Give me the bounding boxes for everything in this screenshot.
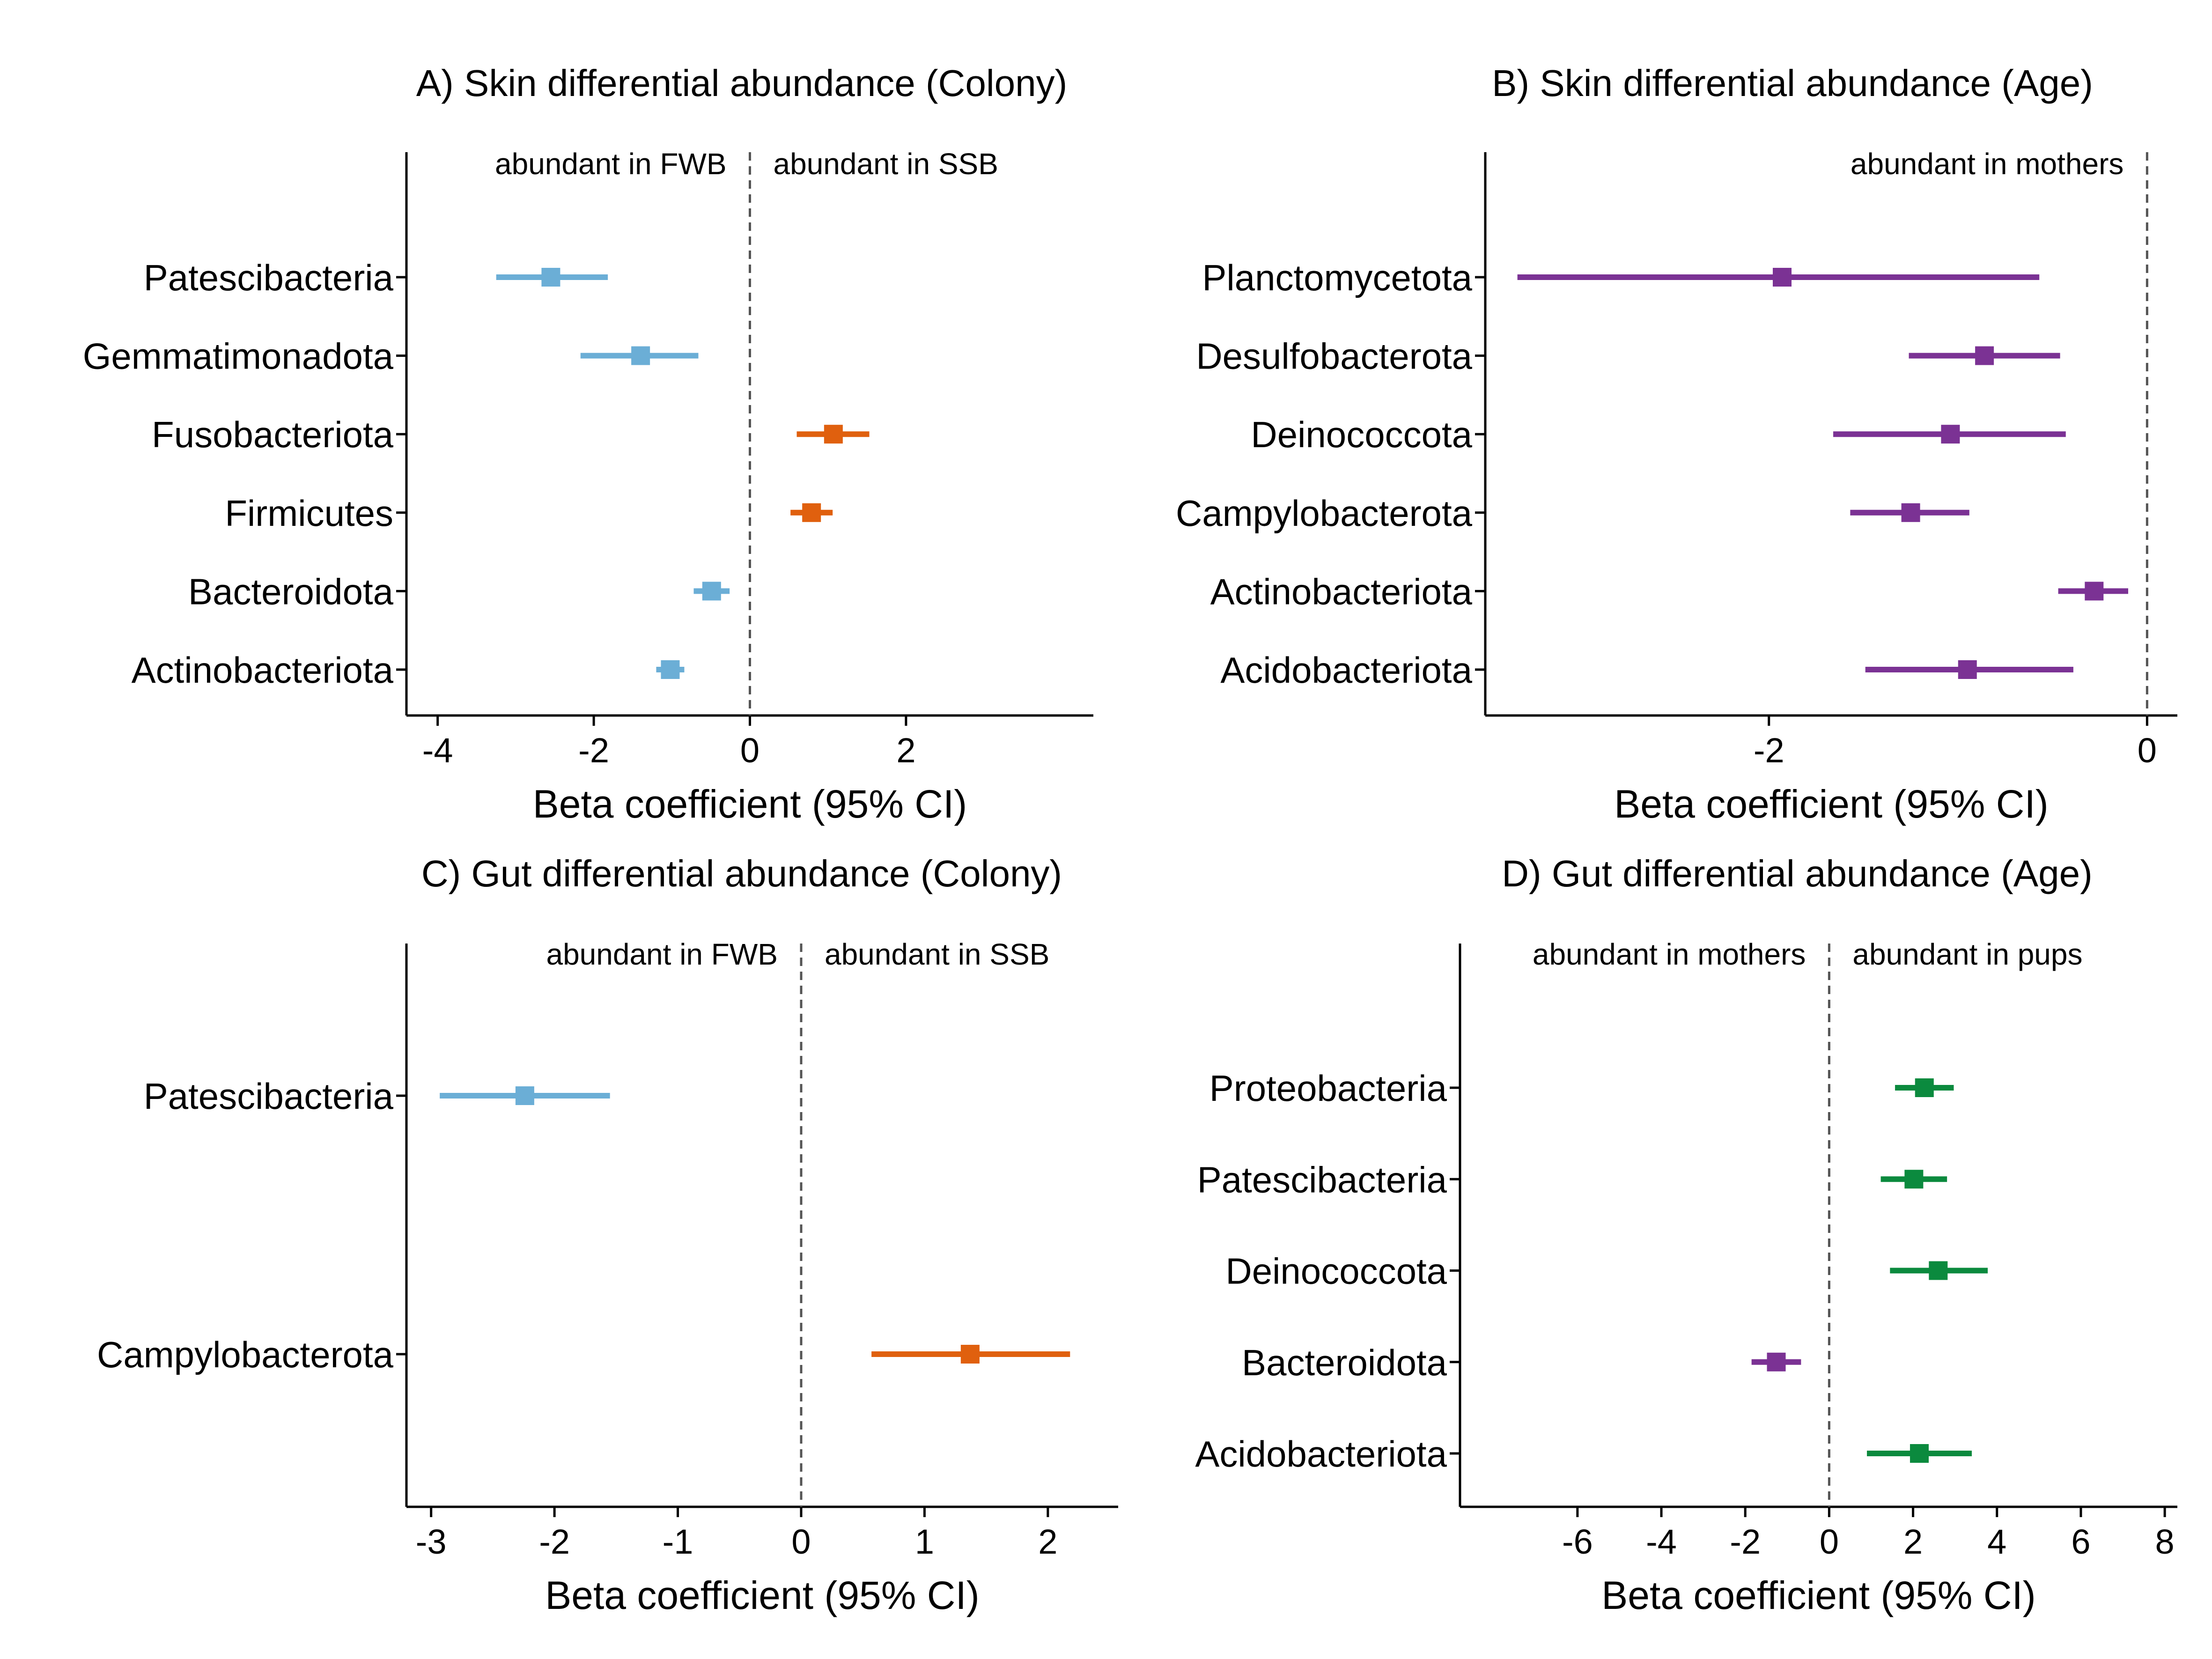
annotation-left: abundant in mothers <box>1851 147 2124 181</box>
annotation-left: abundant in mothers <box>1533 937 1806 971</box>
panel-title: B) Skin differential abundance (Age) <box>1492 62 2093 104</box>
estimate-point <box>1915 1078 1934 1097</box>
x-tick-label: -2 <box>1754 731 1784 770</box>
panel-title: A) Skin differential abundance (Colony) <box>416 62 1067 104</box>
y-tick-label: Desulfobacterota <box>1196 336 1472 377</box>
x-tick-label: -1 <box>663 1522 693 1561</box>
y-tick-label: Firmicutes <box>225 493 393 534</box>
estimate-point <box>2085 582 2104 601</box>
x-tick-label: 2 <box>896 731 915 770</box>
panel-title: C) Gut differential abundance (Colony) <box>421 853 1062 894</box>
estimate-point <box>515 1086 534 1105</box>
estimate-point <box>1767 1352 1786 1371</box>
x-tick-label: 0 <box>791 1522 811 1561</box>
x-tick-label: -4 <box>1646 1522 1677 1561</box>
y-tick-label: Actinobacteriota <box>132 649 394 691</box>
estimate-point <box>541 268 560 287</box>
y-tick-label: Campylobacterota <box>97 1334 394 1375</box>
annotation-left: abundant in FWB <box>546 937 778 971</box>
estimate-point <box>1773 268 1792 287</box>
x-tick-label: 0 <box>2138 731 2157 770</box>
y-tick-label: Patescibacteria <box>1197 1159 1447 1200</box>
estimate-point <box>661 660 680 679</box>
y-tick-label: Acidobacteriota <box>1220 649 1472 691</box>
y-tick-label: Fusobacteriota <box>152 414 394 455</box>
estimate-point <box>1941 425 1960 444</box>
y-tick-label: Planctomycetota <box>1202 257 1472 298</box>
y-tick-label: Campylobacterota <box>1176 493 1473 534</box>
chart-panel-b: B) Skin differential abundance (Age) abun… <box>1176 62 2177 826</box>
x-tick-label: 0 <box>740 731 759 770</box>
x-tick-label: 0 <box>1820 1522 1839 1561</box>
x-tick-label: 4 <box>1987 1522 2006 1561</box>
x-tick-label: -3 <box>416 1522 447 1561</box>
x-tick-label: -6 <box>1562 1522 1593 1561</box>
y-tick-label: Proteobacteria <box>1209 1068 1447 1109</box>
x-tick-label: -2 <box>1730 1522 1761 1561</box>
y-tick-label: Actinobacteriota <box>1210 571 1473 612</box>
x-axis-label: Beta coefficient (95% CI) <box>1601 1573 2036 1617</box>
x-tick-label: -2 <box>539 1522 570 1561</box>
x-tick-label: 2 <box>1038 1522 1057 1561</box>
estimate-point <box>1929 1261 1948 1280</box>
y-tick-label: Deinococcota <box>1225 1251 1447 1292</box>
x-tick-label: 8 <box>2155 1522 2175 1561</box>
y-tick-label: Patescibacteria <box>144 257 394 298</box>
y-tick-label: Deinococcota <box>1251 414 1472 455</box>
y-tick-label: Acidobacteriota <box>1195 1433 1447 1475</box>
y-tick-label: Bacteroidota <box>1242 1342 1447 1383</box>
estimate-point <box>824 425 843 444</box>
estimate-point <box>1958 660 1977 679</box>
x-axis-label: Beta coefficient (95% CI) <box>1614 782 2049 826</box>
annotation-right: abundant in SSB <box>825 937 1049 971</box>
estimate-point <box>1904 1170 1924 1189</box>
estimate-point <box>1901 503 1920 522</box>
y-tick-label: Patescibacteria <box>144 1076 394 1117</box>
estimate-point <box>802 503 821 522</box>
x-tick-label: 2 <box>1903 1522 1923 1561</box>
estimate-point <box>631 346 650 365</box>
x-tick-label: 6 <box>2071 1522 2090 1561</box>
x-tick-label: -4 <box>422 731 453 770</box>
estimate-point <box>1975 346 1994 365</box>
annotation-right: abundant in pups <box>1852 937 2082 971</box>
x-axis-label: Beta coefficient (95% CI) <box>533 782 967 826</box>
x-tick-label: -2 <box>578 731 609 770</box>
panel-title: D) Gut differential abundance (Age) <box>1502 853 2092 894</box>
estimate-point <box>1910 1444 1929 1463</box>
chart-panel-c: C) Gut differential abundance (Colony) ab… <box>97 853 1118 1617</box>
annotation-right: abundant in SSB <box>774 147 998 181</box>
estimate-point <box>702 582 721 601</box>
y-tick-label: Bacteroidota <box>188 571 394 612</box>
annotation-left: abundant in FWB <box>495 147 727 181</box>
chart-panel-a: A) Skin differential abundance (Colony) a… <box>83 62 1093 826</box>
x-axis-label: Beta coefficient (95% CI) <box>545 1573 980 1617</box>
x-tick-label: 1 <box>915 1522 934 1561</box>
chart-panel-d: D) Gut differential abundance (Age) abund… <box>1195 853 2177 1617</box>
y-tick-label: Gemmatimonadota <box>83 336 394 377</box>
estimate-point <box>960 1345 980 1364</box>
